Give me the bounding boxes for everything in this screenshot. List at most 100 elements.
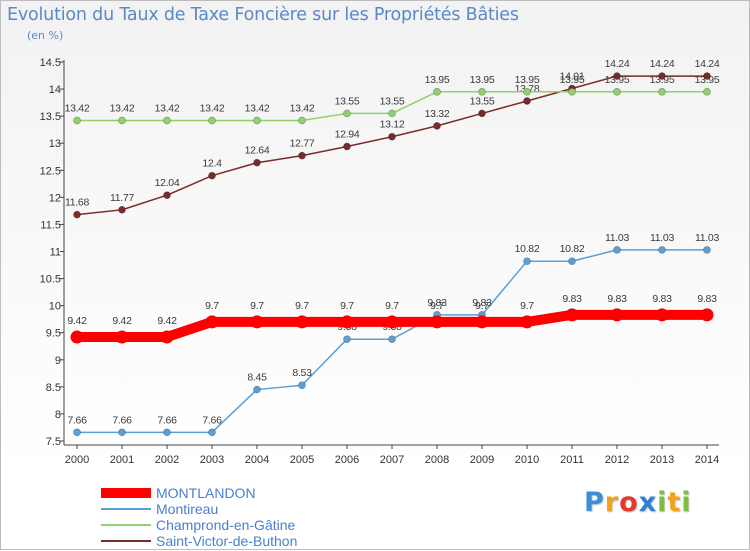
series-montireau: 7.667.667.667.668.458.539.389.389.839.83…	[67, 232, 720, 437]
data-point	[163, 191, 171, 199]
y-tick-label: 13.5	[40, 111, 61, 123]
x-tick-label: 2008	[425, 454, 449, 466]
y-tick-label: 10	[49, 301, 61, 313]
x-tick-label: 2003	[200, 454, 224, 466]
data-label: 13.55	[380, 95, 405, 107]
data-label: 9.83	[562, 293, 582, 305]
data-label: 13.42	[65, 102, 90, 114]
data-label: 13.95	[560, 74, 585, 86]
data-label: 9.83	[472, 297, 492, 309]
series-champrond-en-gatine: 13.42 13.42 13.42 13.42 13.42 13.42 13.55 13.55…	[65, 74, 720, 125]
data-point	[205, 315, 219, 329]
y-tick-label: 8.5	[46, 382, 61, 394]
x-tick-label: 2010	[515, 454, 539, 466]
data-point	[610, 308, 624, 322]
data-label: 11.77	[110, 192, 134, 204]
data-point	[700, 308, 714, 322]
data-point	[70, 330, 84, 344]
data-point	[388, 335, 396, 344]
data-label: 9.83	[427, 297, 447, 309]
data-point	[658, 72, 666, 80]
x-tick-label: 2001	[110, 454, 134, 466]
data-label: 13.42	[200, 102, 225, 114]
data-label: 9.7	[295, 300, 309, 312]
data-point	[73, 210, 81, 219]
data-point	[478, 109, 486, 118]
data-point	[118, 428, 126, 437]
data-point	[523, 87, 531, 96]
data-point	[160, 330, 174, 344]
data-point	[655, 308, 669, 322]
data-label: 13.95	[650, 74, 675, 86]
y-unit-label: (en %)	[27, 29, 64, 42]
data-point	[523, 97, 531, 105]
data-point	[433, 87, 441, 96]
data-label: 12.77	[290, 138, 315, 150]
data-point	[298, 116, 306, 125]
data-point	[340, 315, 354, 329]
proxiti-logo: Proxiti	[584, 487, 692, 518]
data-point	[388, 109, 396, 118]
x-tick-label: 2011	[560, 454, 584, 466]
data-label: 9.83	[652, 293, 672, 305]
x-tick-label: 2013	[650, 454, 674, 466]
legend-swatch-saint-victor	[101, 540, 151, 542]
data-point	[253, 116, 261, 125]
y-tick-label: 13	[49, 138, 61, 150]
y-tick-label: 12	[49, 192, 61, 204]
data-point	[703, 72, 711, 80]
data-point	[658, 87, 666, 96]
legend-item-champrond: Champrond-en-Gâtine	[101, 517, 341, 533]
data-label: 9.7	[430, 300, 444, 312]
data-label: 11.03	[605, 232, 629, 244]
data-label: 14.01	[560, 71, 585, 83]
chart-axes: 7.5 8 8.5 9 9.5 10 10.5 11 11.5 12 12.5 13 13.5 14 14.…	[40, 57, 720, 466]
legend-label-montireau: Montireau	[156, 501, 219, 517]
data-point	[208, 428, 216, 437]
data-point	[658, 246, 666, 254]
data-label: 13.32	[425, 108, 450, 120]
legend-swatch-montlandon	[101, 488, 151, 498]
data-point	[385, 315, 399, 329]
data-point	[163, 428, 171, 437]
data-label: 13.42	[245, 102, 270, 114]
data-label: 13.95	[515, 74, 540, 86]
data-point	[118, 116, 126, 125]
chart-title: Evolution du Taux de Taxe Foncière sur l…	[7, 5, 519, 25]
data-label: 13.42	[155, 102, 180, 114]
legend-swatch-champrond	[101, 524, 151, 526]
x-tick-label: 2000	[65, 454, 89, 466]
data-point	[703, 87, 711, 96]
data-point	[613, 87, 621, 96]
y-tick-label: 14.5	[40, 57, 61, 69]
data-point	[253, 158, 261, 167]
data-point	[73, 428, 81, 437]
data-point	[568, 257, 576, 266]
series-montlandon: 9.42 9.42 9.429.7 9.7 9.7 9.7 9.7 9.7 9.7 9.79.83…	[67, 293, 717, 344]
data-point	[613, 246, 621, 254]
legend-label-champrond: Champrond-en-Gâtine	[156, 517, 296, 533]
data-point	[298, 151, 306, 160]
legend-swatch-montireau	[101, 508, 151, 510]
legend-item-montlandon: MONTLANDON	[101, 485, 341, 501]
y-tick-label: 14	[49, 84, 61, 96]
x-tick-label: 2014	[695, 454, 719, 466]
data-label: 10.82	[515, 243, 540, 255]
data-point	[343, 109, 351, 118]
x-tick-label: 2006	[335, 454, 359, 466]
data-label: 12.4	[202, 158, 222, 170]
logo-letter: o	[619, 487, 639, 518]
data-label: 13.55	[470, 95, 495, 107]
data-label: 10.82	[560, 243, 585, 255]
logo-letter: i	[681, 487, 692, 518]
logo-letter: t	[667, 487, 682, 518]
data-point	[118, 206, 126, 214]
data-label: 9.7	[340, 300, 354, 312]
x-tick-label: 2005	[290, 454, 314, 466]
data-label: 14.24	[650, 58, 675, 70]
data-label: 8.45	[247, 372, 267, 384]
y-tick-label: 10.5	[40, 274, 61, 286]
legend-item-saint-victor: Saint-Victor-de-Buthon	[101, 533, 341, 549]
data-label: 7.66	[157, 414, 177, 426]
